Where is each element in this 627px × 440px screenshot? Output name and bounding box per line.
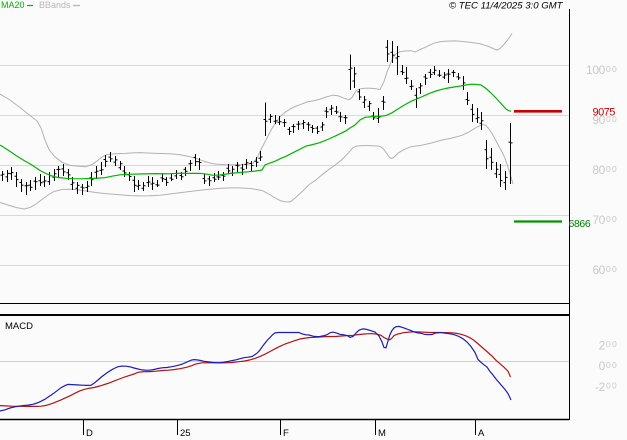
svg-text:BBands: BBands (39, 0, 71, 10)
svg-text:9075: 9075 (593, 107, 616, 119)
svg-text:2: 2 (599, 338, 606, 352)
svg-text:60: 60 (592, 263, 605, 277)
svg-text:MACD: MACD (5, 321, 33, 332)
svg-text:90: 90 (592, 113, 605, 127)
svg-text:00: 00 (606, 381, 618, 391)
svg-text:6866: 6866 (569, 218, 591, 230)
svg-text:70: 70 (592, 213, 605, 227)
svg-text:F: F (283, 428, 289, 439)
svg-text:00: 00 (606, 264, 618, 274)
svg-text:00: 00 (606, 164, 618, 174)
svg-text:D: D (86, 428, 93, 439)
svg-text:A: A (478, 428, 485, 439)
svg-text:00: 00 (606, 64, 618, 74)
svg-text:MA20: MA20 (1, 0, 25, 10)
svg-text:M: M (378, 428, 386, 439)
svg-text:© TEC 11/4/2025 3:0 GMT: © TEC 11/4/2025 3:0 GMT (449, 1, 564, 12)
svg-text:25: 25 (180, 428, 191, 439)
svg-text:00: 00 (606, 360, 618, 370)
svg-text:00: 00 (606, 214, 618, 224)
svg-text:0: 0 (599, 359, 606, 373)
svg-text:80: 80 (592, 163, 605, 177)
svg-text:00: 00 (606, 114, 618, 124)
svg-text:-2: -2 (595, 380, 606, 394)
svg-text:00: 00 (606, 339, 618, 349)
svg-text:100: 100 (586, 63, 606, 77)
